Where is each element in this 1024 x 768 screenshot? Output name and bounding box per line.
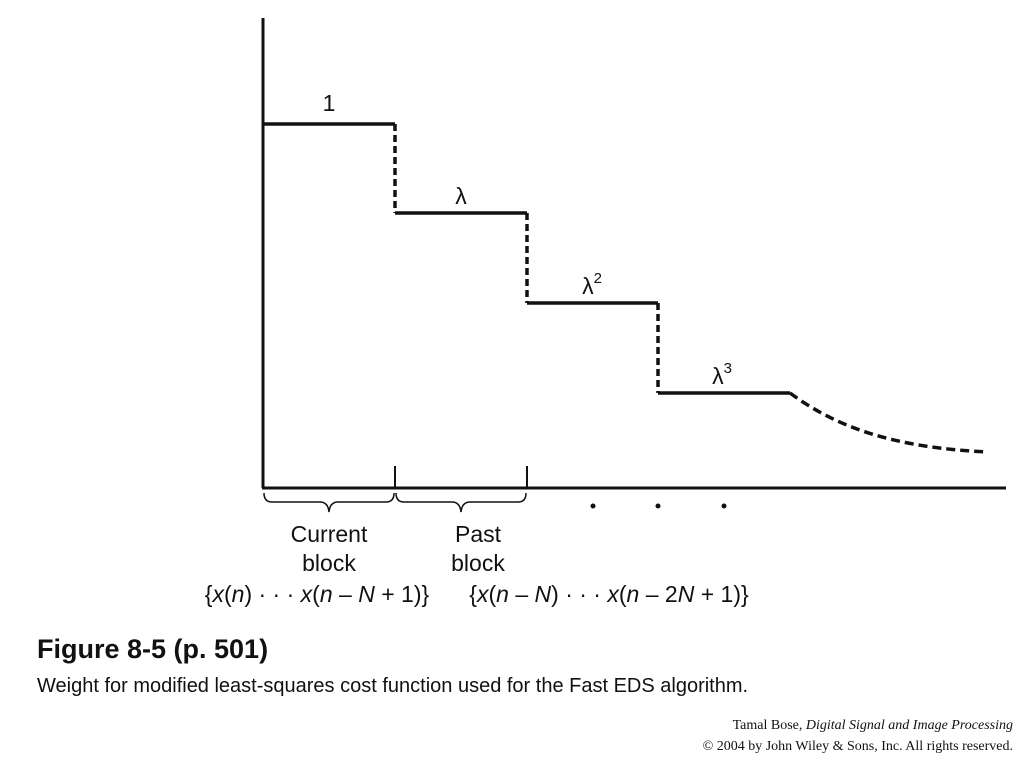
braces: [263, 492, 527, 513]
block-label: block: [302, 550, 356, 576]
formula-part: (: [619, 581, 627, 607]
formula-part: (: [224, 581, 232, 607]
formula-part: ) · · ·: [244, 581, 300, 607]
level-base: λ: [582, 273, 594, 299]
formula-part: (: [312, 581, 320, 607]
level-label: 1: [323, 90, 336, 116]
level-exponent: 3: [724, 360, 732, 377]
formula-part: n: [627, 581, 640, 607]
level-label: λ3: [712, 360, 732, 389]
figure-title: Figure 8-5 (p. 501): [37, 634, 268, 664]
formula-part: {: [205, 581, 213, 607]
weight-curve: [263, 122, 989, 454]
decay-curve: [788, 391, 989, 454]
credit-line: Tamal Bose, Digital Signal and Image Pro…: [733, 718, 1013, 733]
formula-part: n: [496, 581, 509, 607]
level-label: λ: [455, 183, 467, 209]
formula-part: n: [320, 581, 333, 607]
formula-part: –: [509, 581, 535, 607]
formula-part: N: [678, 581, 695, 607]
block-label: Past: [455, 521, 502, 547]
ellipsis-dots: [590, 503, 727, 509]
brace: [395, 492, 527, 513]
figure-caption: Weight for modified least-squares cost f…: [37, 675, 748, 697]
formula-part: ) · · ·: [551, 581, 607, 607]
formula-part: + 1)}: [375, 581, 430, 607]
dot: [590, 503, 596, 509]
author: Tamal Bose,: [733, 718, 803, 733]
block-label: block: [451, 550, 505, 576]
block-formula: {x(n – N) · · · x(n – 2N + 1)}: [469, 581, 749, 607]
block-formula: {x(n) · · · x(n – N + 1)}: [205, 581, 430, 607]
level-base: λ: [455, 183, 467, 209]
formula-part: x: [476, 581, 490, 607]
axes: [261, 18, 1006, 490]
formula-part: + 1)}: [694, 581, 749, 607]
level-base: λ: [712, 363, 724, 389]
formula-part: N: [535, 581, 552, 607]
formula-part: {: [469, 581, 477, 607]
dot: [721, 503, 727, 509]
formula-part: x: [606, 581, 620, 607]
book-title: Digital Signal and Image Processing: [805, 718, 1013, 733]
level-base: 1: [323, 90, 336, 116]
formula-part: (: [488, 581, 496, 607]
formula-part: –: [333, 581, 359, 607]
brace: [263, 492, 395, 513]
formula-part: – 2: [639, 581, 677, 607]
formula-part: x: [211, 581, 225, 607]
block-label: Current: [291, 521, 368, 547]
level-exponent: 2: [594, 270, 602, 287]
formula-part: N: [358, 581, 375, 607]
formula-part: x: [300, 581, 314, 607]
level-label: λ2: [582, 270, 602, 299]
dot: [655, 503, 661, 509]
copyright: © 2004 by John Wiley & Sons, Inc. All ri…: [703, 739, 1013, 754]
formula-part: n: [232, 581, 245, 607]
